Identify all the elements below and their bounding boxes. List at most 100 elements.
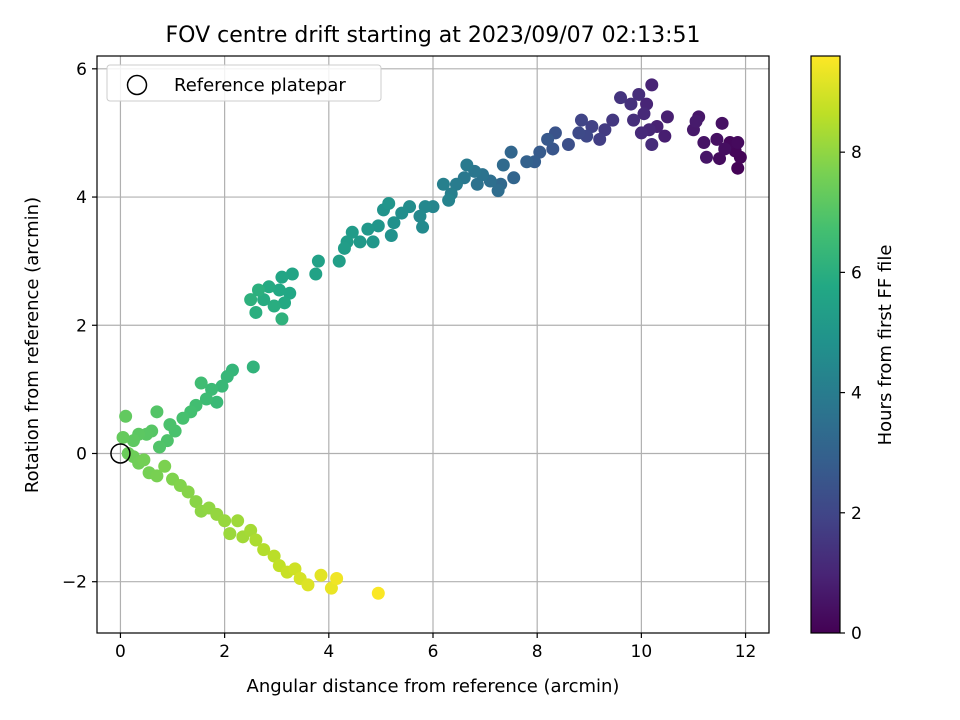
data-point xyxy=(246,360,260,374)
data-point xyxy=(689,114,703,128)
data-point xyxy=(627,113,641,127)
data-point xyxy=(658,129,672,143)
data-point xyxy=(507,171,521,185)
data-point xyxy=(189,495,203,509)
x-tick-label: 12 xyxy=(735,642,757,662)
data-point xyxy=(283,286,297,300)
data-point xyxy=(345,225,359,239)
x-tick-label: 10 xyxy=(631,642,653,662)
data-point xyxy=(309,267,323,281)
data-point xyxy=(697,136,711,150)
data-point xyxy=(436,177,450,191)
grid xyxy=(97,56,769,633)
data-point xyxy=(244,523,258,537)
x-tick-label: 4 xyxy=(323,642,334,662)
data-point xyxy=(301,578,315,592)
data-point xyxy=(470,177,484,191)
colorbar-tick-label: 6 xyxy=(851,263,862,283)
data-point xyxy=(520,155,534,169)
data-point xyxy=(153,440,167,454)
colorbar-gradient xyxy=(810,55,841,634)
data-point xyxy=(199,392,213,406)
data-point xyxy=(267,299,281,313)
colorbar-tick-label: 0 xyxy=(851,624,862,644)
data-point xyxy=(395,206,409,220)
data-point xyxy=(614,91,628,105)
data-point xyxy=(645,137,659,151)
data-point xyxy=(158,459,172,473)
data-point xyxy=(163,418,177,432)
data-point xyxy=(272,283,286,297)
data-point xyxy=(541,132,555,146)
x-tick-label: 2 xyxy=(219,642,230,662)
data-point xyxy=(416,220,430,234)
data-point xyxy=(267,549,281,563)
data-point xyxy=(116,430,130,444)
data-point xyxy=(718,142,732,156)
colorbar-tick-label: 2 xyxy=(851,504,862,524)
data-point xyxy=(314,568,328,582)
x-axis-label: Angular distance from reference (arcmin) xyxy=(247,676,620,697)
data-point xyxy=(205,382,219,396)
x-tick-label: 0 xyxy=(115,642,126,662)
data-point xyxy=(598,123,612,137)
data-point xyxy=(449,177,463,191)
data-point xyxy=(585,120,599,134)
data-point xyxy=(713,152,727,166)
legend-box xyxy=(106,64,382,102)
data-point xyxy=(710,132,724,146)
data-point xyxy=(324,581,338,595)
data-point xyxy=(731,161,745,175)
data-point xyxy=(496,158,510,172)
data-point xyxy=(262,280,276,294)
y-tick-label: −2 xyxy=(62,573,87,593)
data-point xyxy=(194,376,208,390)
data-point xyxy=(223,527,237,541)
data-point xyxy=(699,150,713,164)
data-point xyxy=(606,113,620,127)
data-point xyxy=(181,485,195,499)
data-point xyxy=(353,235,367,249)
data-point xyxy=(371,586,385,600)
chart-title: FOV centre drift starting at 2023/09/07 … xyxy=(166,23,701,48)
data-point xyxy=(645,78,659,92)
data-point xyxy=(387,216,401,230)
legend-marker-open-circle xyxy=(126,74,148,96)
data-point xyxy=(210,395,224,409)
data-point xyxy=(231,514,245,528)
data-point xyxy=(634,126,648,140)
data-point xyxy=(218,514,232,528)
axes: 0 2 4 6 8 10 12 −2 0 2 4 6 xyxy=(62,60,756,662)
data-point xyxy=(278,296,292,310)
data-point xyxy=(275,270,289,284)
data-point xyxy=(249,305,263,319)
data-point xyxy=(330,572,344,586)
data-point xyxy=(382,196,396,210)
colorbar-tick-label: 4 xyxy=(851,384,862,404)
data-point xyxy=(332,254,346,268)
data-point xyxy=(384,229,398,243)
data-point xyxy=(504,145,518,159)
colorbar-label: Hours from first FF file xyxy=(875,245,896,446)
data-point xyxy=(715,116,729,130)
data-point xyxy=(637,107,651,121)
y-tick-label: 4 xyxy=(76,188,87,208)
data-point xyxy=(572,126,586,140)
data-point xyxy=(418,200,432,214)
data-point xyxy=(176,411,190,425)
x-tick-label: 8 xyxy=(532,642,543,662)
data-point xyxy=(257,543,271,557)
data-point xyxy=(137,453,151,467)
data-point xyxy=(574,113,588,127)
data-point xyxy=(361,222,375,236)
x-tick-label: 6 xyxy=(428,642,439,662)
data-point xyxy=(257,293,271,307)
data-point xyxy=(442,193,456,207)
scatter-points xyxy=(110,78,747,600)
colorbar-tick-label: 8 xyxy=(851,143,862,163)
y-tick-label: 0 xyxy=(76,444,87,464)
data-point xyxy=(244,293,258,307)
data-point xyxy=(249,533,263,547)
data-point xyxy=(632,87,646,101)
